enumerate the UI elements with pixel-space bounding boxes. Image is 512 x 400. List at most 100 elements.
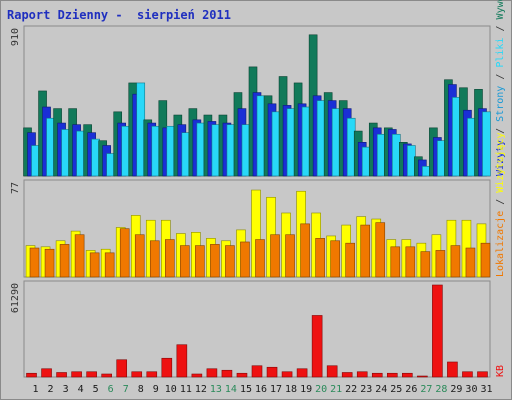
bar-fill [101, 373, 112, 378]
bar-kb-day-21 [326, 365, 338, 378]
bar-lokalizacje-day-25 [390, 246, 401, 278]
x-tick-label: 25 [390, 384, 402, 395]
bar-fill [341, 372, 353, 378]
bar-fill [386, 372, 398, 378]
bar-kb-day-6 [101, 373, 112, 378]
chart-title: Raport Dzienny - sierpień 2011 [7, 8, 231, 22]
bar-lokalizacje-day-24 [375, 222, 386, 278]
bar-kb-day-13 [206, 368, 218, 378]
x-tick-label: 8 [138, 384, 144, 395]
bar-pliki-day-31 [482, 111, 491, 177]
bar-lokalizacje-day-28 [435, 250, 446, 278]
bar-fill [146, 371, 158, 378]
bar-kb-day-5 [86, 371, 97, 378]
bar-lokalizacje-day-20 [315, 238, 325, 278]
bar-fill [195, 245, 205, 278]
x-tick-label: 10 [165, 384, 177, 395]
bar-fill [450, 245, 461, 278]
bar-fill [420, 251, 431, 278]
x-tick-label: 3 [63, 384, 69, 395]
bar-lokalizacje-day-30 [465, 247, 476, 278]
bar-kb-day-3 [56, 372, 67, 378]
bar-lokalizacje-day-26 [405, 246, 416, 278]
x-tick-label: 9 [153, 384, 159, 395]
bar-kb-day-12 [191, 373, 203, 378]
bar-fill [240, 241, 250, 278]
bar-lokalizacje-day-12 [195, 245, 205, 278]
x-tick-label: 14 [225, 384, 237, 395]
bar-kb-day-30 [462, 371, 473, 378]
bar-lokalizacje-day-31 [480, 242, 491, 278]
bar-kb-day-16 [251, 365, 263, 378]
bar-fill [356, 371, 368, 378]
bar-fill [71, 371, 82, 378]
legend: KB [495, 365, 506, 377]
x-tick-label: 22 [345, 384, 357, 395]
x-tick-label: 1 [33, 384, 39, 395]
bar-lokalizacje-day-11 [180, 245, 190, 278]
bar-lokalizacje-day-5 [89, 252, 100, 278]
bar-fill [435, 250, 446, 278]
bar-fill [56, 372, 67, 378]
bar-fill [236, 372, 248, 378]
bar-fill [360, 224, 371, 278]
legend-item: KB [495, 365, 506, 377]
bar-fill [281, 371, 293, 378]
x-tick-label: 24 [375, 384, 387, 395]
x-tick-label: 28 [435, 384, 447, 395]
bar-kb-day-20 [311, 315, 323, 378]
x-tick-label: 15 [240, 384, 252, 395]
bar-fill [417, 375, 428, 378]
bar-kb-day-15 [236, 372, 248, 378]
x-tick-label: 23 [360, 384, 372, 395]
x-tick-label: 13 [210, 384, 222, 395]
bar-fill [330, 240, 340, 278]
bar-fill [225, 245, 235, 278]
legend-item: Wizytujący [495, 132, 506, 192]
bar-lokalizacje-day-10 [165, 239, 175, 278]
bar-kb-day-24 [371, 372, 383, 378]
bar-fill [41, 368, 52, 378]
x-tick-label: 26 [405, 384, 417, 395]
x-tick-label: 17 [270, 384, 282, 395]
bar-fill [221, 369, 233, 378]
bar-lokalizacje-day-8 [134, 234, 145, 278]
bar-fill [296, 368, 308, 378]
y-max-label: 77 [10, 182, 21, 194]
bar-kb-day-31 [477, 371, 488, 378]
bar-fill [432, 284, 443, 378]
bar-fill [405, 246, 416, 278]
bar-lokalizacje-day-3 [59, 244, 70, 278]
bar-lokalizacje-day-1 [29, 247, 40, 278]
bar-kb-day-9 [146, 371, 158, 378]
bar-fill [134, 234, 145, 278]
legend-item: Pliki [495, 38, 506, 68]
bar-fill [371, 372, 383, 378]
bar-fill [161, 357, 173, 378]
bar-lokalizacje-day-7 [119, 228, 130, 278]
bar-kb-day-8 [131, 371, 143, 378]
bar-fill [165, 239, 175, 278]
bar-lokalizacje-day-18 [285, 234, 295, 278]
bar-fill [300, 223, 310, 278]
bar-fill [104, 252, 115, 278]
bar-fill [44, 248, 55, 278]
x-tick-label: 27 [420, 384, 432, 395]
legend-item: Strony [495, 86, 506, 122]
bar-kb-day-28 [432, 284, 443, 378]
bar-fill [206, 368, 218, 378]
legend-item: Lokalizacje [495, 211, 506, 277]
bar-fill [465, 247, 476, 278]
bar-kb-day-1 [26, 372, 37, 378]
legend: Wizyty / Strony / Pliki / Wywołania [495, 0, 506, 176]
bar-fill [345, 242, 355, 278]
bar-fill [119, 228, 130, 278]
bar-fill [59, 244, 70, 278]
bar-kb-day-27 [417, 375, 428, 378]
bar-kb-day-23 [356, 371, 368, 378]
bar-lokalizacje-day-29 [450, 245, 461, 278]
bar-fill [285, 234, 295, 278]
bar-fill [315, 238, 325, 278]
bar-lokalizacje-day-17 [270, 234, 280, 278]
